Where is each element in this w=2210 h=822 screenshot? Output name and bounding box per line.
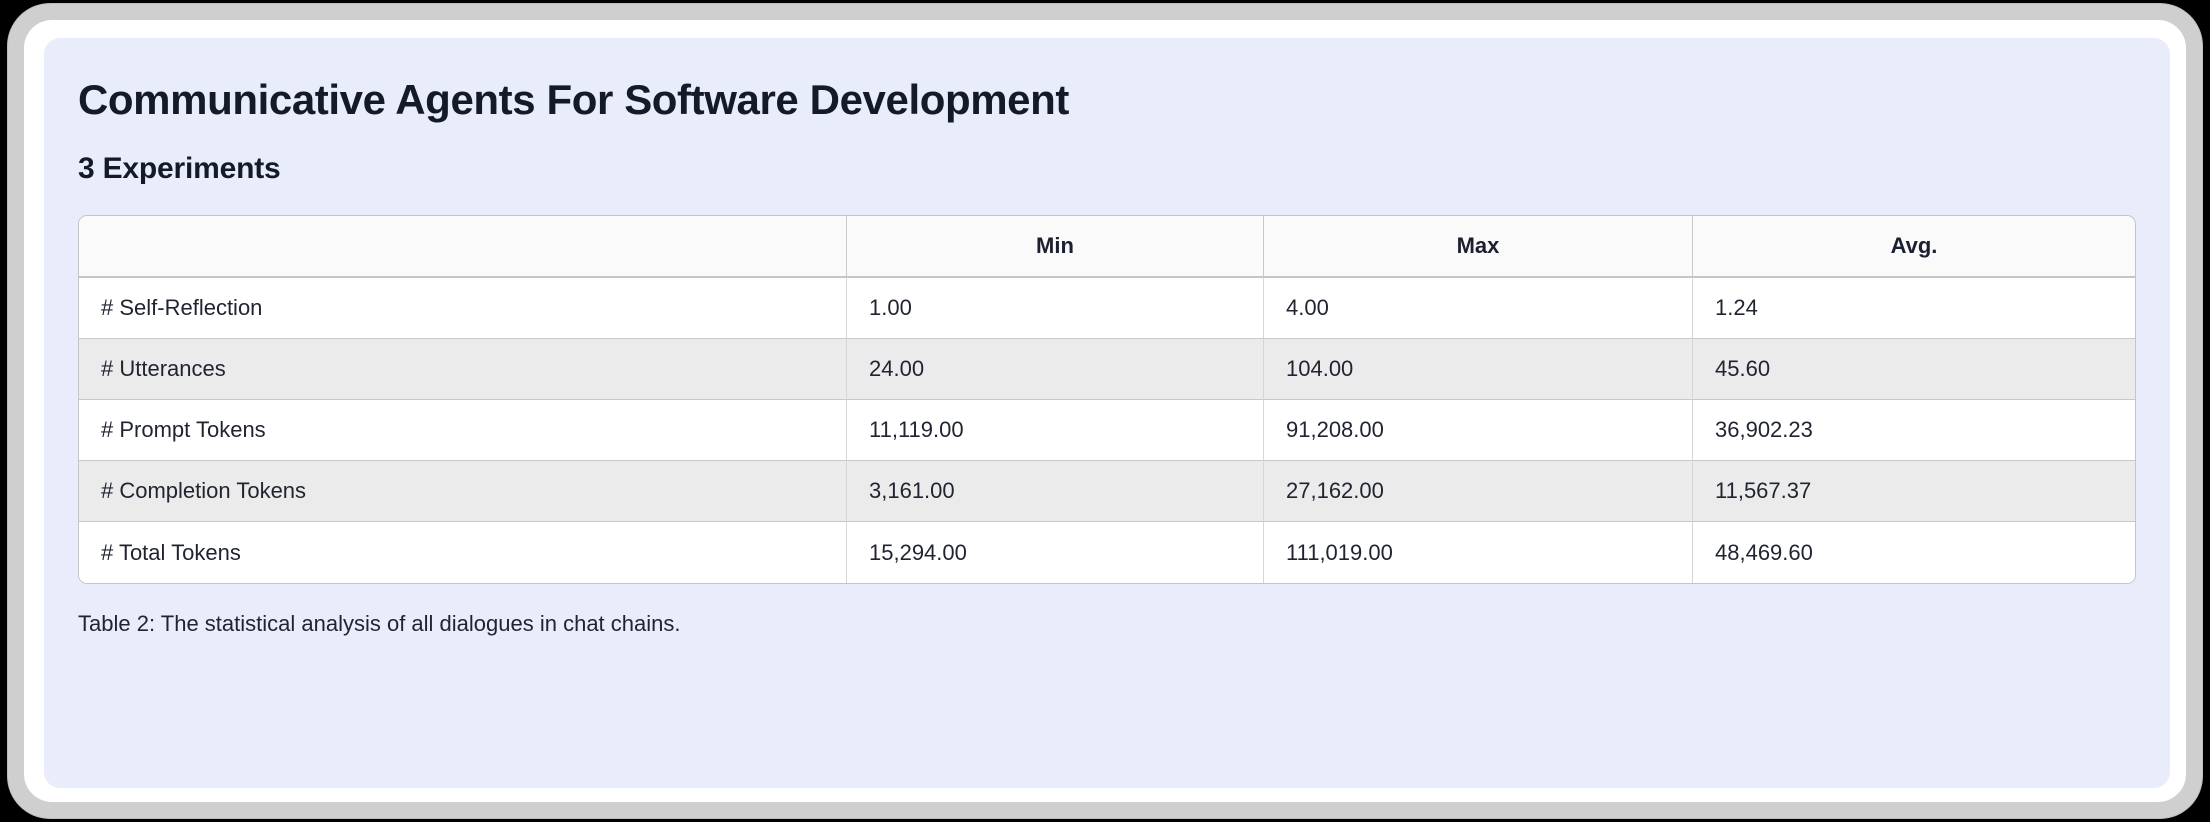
- statistics-table: Min Max Avg. # Self-Reflection 1.00 4.00…: [78, 215, 2136, 585]
- stats-table-container: Min Max Avg. # Self-Reflection 1.00 4.00…: [78, 215, 2136, 585]
- device-bezel: Communicative Agents For Software Develo…: [8, 4, 2202, 818]
- row-label: # Prompt Tokens: [79, 400, 847, 462]
- cell-avg: 1.24: [1693, 278, 2135, 340]
- cell-avg: 48,469.60: [1693, 522, 2135, 584]
- cell-min: 3,161.00: [847, 461, 1264, 523]
- column-header-max: Max: [1264, 216, 1693, 279]
- row-label: # Self-Reflection: [79, 278, 847, 340]
- cell-max: 27,162.00: [1264, 461, 1693, 523]
- cell-avg: 45.60: [1693, 339, 2135, 401]
- table-row: # Self-Reflection 1.00 4.00 1.24: [79, 278, 2135, 340]
- column-header-metric: [79, 216, 847, 279]
- row-label: # Total Tokens: [79, 522, 847, 584]
- table-row: # Prompt Tokens 11,119.00 91,208.00 36,9…: [79, 400, 2135, 462]
- cell-max: 91,208.00: [1264, 400, 1693, 462]
- table-row: # Completion Tokens 3,161.00 27,162.00 1…: [79, 461, 2135, 523]
- table-header: Min Max Avg.: [79, 216, 2135, 279]
- cell-avg: 36,902.23: [1693, 400, 2135, 462]
- cell-min: 1.00: [847, 278, 1264, 340]
- table-body: # Self-Reflection 1.00 4.00 1.24 # Utter…: [79, 278, 2135, 584]
- document-content-card: Communicative Agents For Software Develo…: [44, 38, 2170, 788]
- table-caption: Table 2: The statistical analysis of all…: [78, 611, 681, 637]
- section-heading: 3 Experiments: [78, 152, 281, 186]
- column-header-avg: Avg.: [1693, 216, 2135, 279]
- table-header-row: Min Max Avg.: [79, 216, 2135, 279]
- cell-min: 24.00: [847, 339, 1264, 401]
- cell-max: 104.00: [1264, 339, 1693, 401]
- row-label: # Completion Tokens: [79, 461, 847, 523]
- cell-max: 111,019.00: [1264, 522, 1693, 584]
- row-label: # Utterances: [79, 339, 847, 401]
- cell-max: 4.00: [1264, 278, 1693, 340]
- cell-min: 11,119.00: [847, 400, 1264, 462]
- table-row: # Utterances 24.00 104.00 45.60: [79, 339, 2135, 401]
- page-title: Communicative Agents For Software Develo…: [78, 76, 1069, 123]
- cell-min: 15,294.00: [847, 522, 1264, 584]
- cell-avg: 11,567.37: [1693, 461, 2135, 523]
- table-row: # Total Tokens 15,294.00 111,019.00 48,4…: [79, 522, 2135, 584]
- device-screen: Communicative Agents For Software Develo…: [24, 20, 2186, 802]
- column-header-min: Min: [847, 216, 1264, 279]
